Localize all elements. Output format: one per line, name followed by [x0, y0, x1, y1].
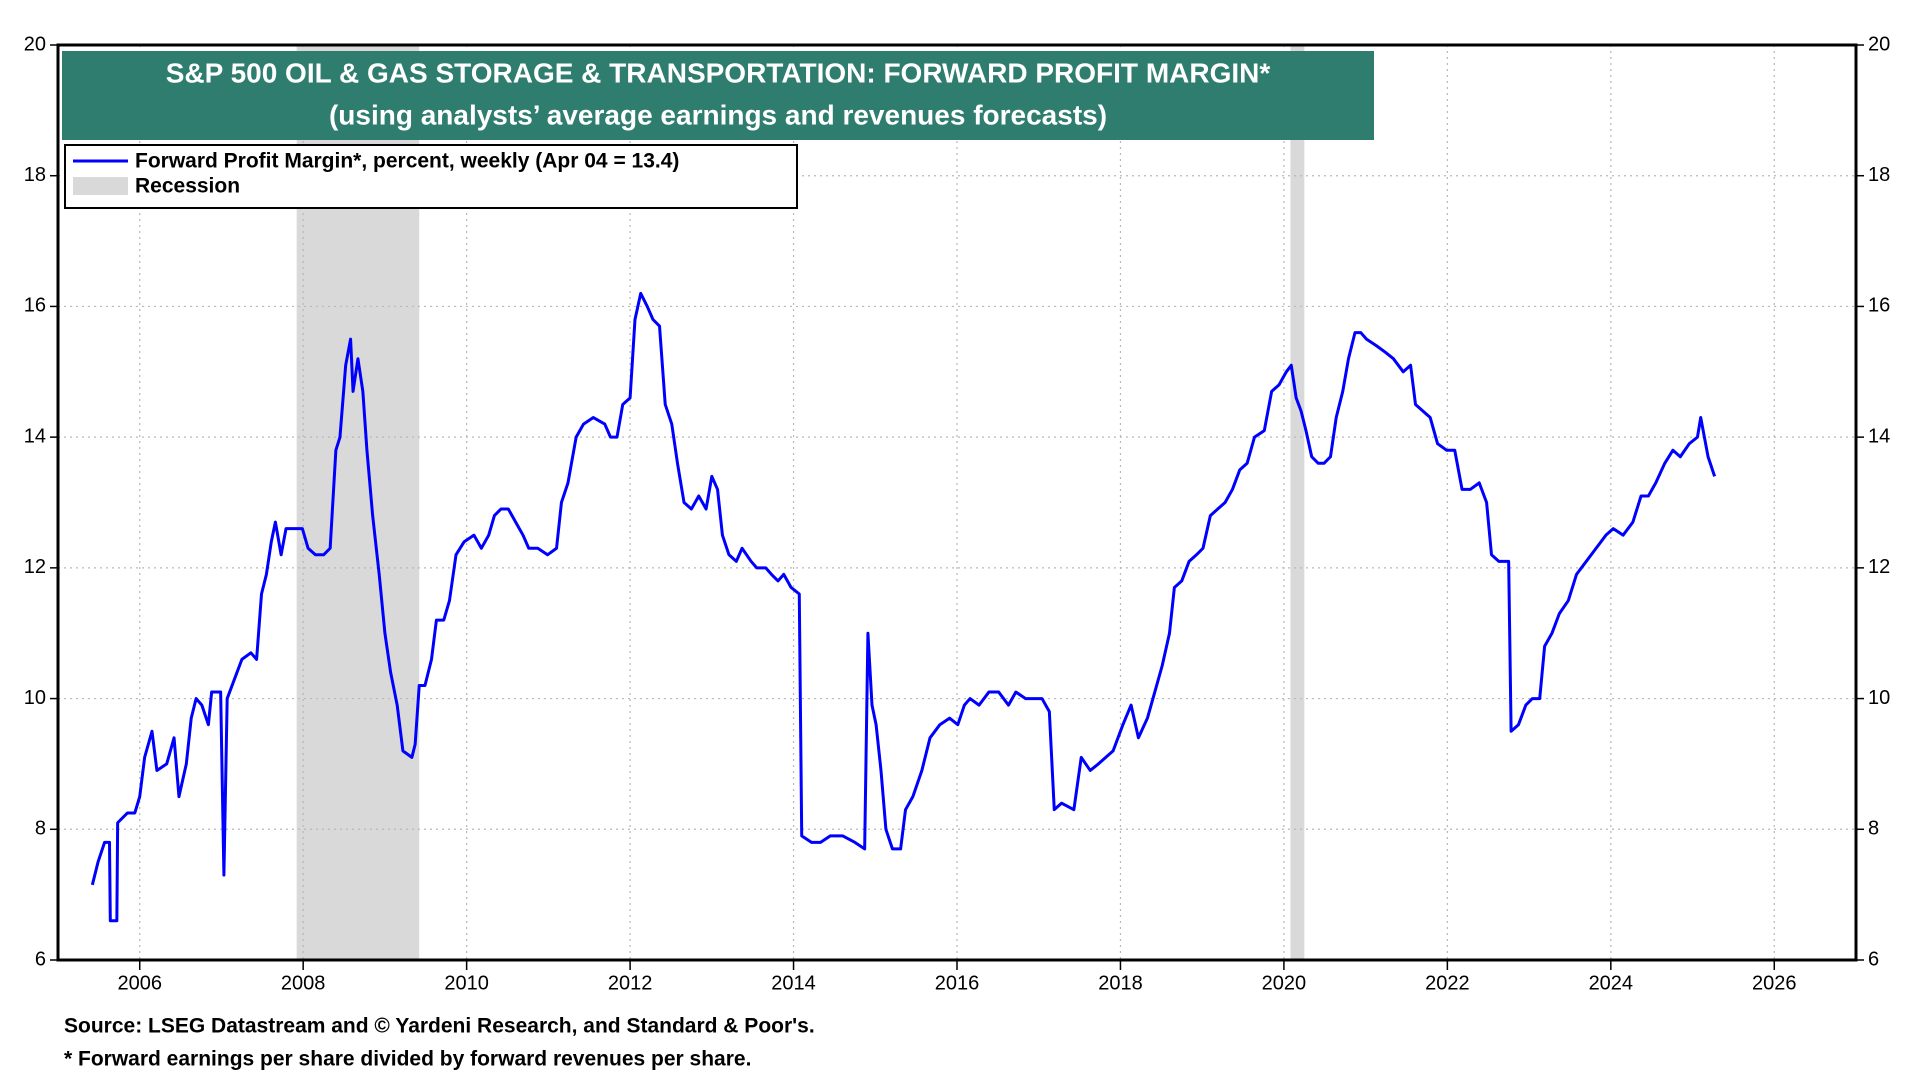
legend-box — [64, 144, 798, 209]
y-tick-label: 18 — [24, 164, 46, 186]
y2-tick-label: 8 — [1868, 818, 1879, 840]
chart-title: S&P 500 OIL & GAS STORAGE & TRANSPORTATI… — [166, 57, 1271, 88]
legend-label: Recession — [135, 175, 240, 198]
y2-tick-label: 6 — [1868, 948, 1879, 970]
y-tick-label: 6 — [35, 948, 46, 970]
footnote: * Forward earnings per share divided by … — [64, 1048, 751, 1071]
source-note: Source: LSEG Datastream and © Yardeni Re… — [64, 1015, 815, 1038]
recession-band — [1290, 45, 1305, 960]
plot-frame — [56, 43, 1858, 962]
y-tick-label: 12 — [24, 556, 46, 578]
chart-subtitle: (using analysts’ average earnings and re… — [329, 99, 1107, 130]
x-tick-label: 2018 — [1098, 972, 1143, 994]
y2-tick-label: 10 — [1868, 687, 1890, 709]
y-tick-label: 8 — [35, 818, 46, 840]
y-tick-label: 10 — [24, 687, 46, 709]
x-tick-label: 2010 — [444, 972, 489, 994]
y2-tick-label: 20 — [1868, 33, 1890, 55]
data-line — [90, 291, 1717, 923]
x-tick-label: 2014 — [771, 972, 816, 994]
x-tick-label: 2026 — [1752, 972, 1797, 994]
title-box — [62, 51, 1374, 140]
y-tick-label: 20 — [24, 33, 46, 55]
y2-tick-label: 12 — [1868, 556, 1890, 578]
x-tick-label: 2006 — [117, 972, 162, 994]
y2-tick-label: 18 — [1868, 164, 1890, 186]
x-tick-label: 2024 — [1589, 972, 1634, 994]
x-tick-label: 2020 — [1262, 972, 1307, 994]
legend-label: Forward Profit Margin*, percent, weekly … — [135, 150, 679, 173]
x-tick-label: 2008 — [281, 972, 326, 994]
x-tick-label: 2012 — [608, 972, 653, 994]
y2-tick-label: 16 — [1868, 295, 1890, 317]
legend-swatch — [73, 177, 128, 195]
y-tick-label: 14 — [24, 425, 46, 447]
x-tick-label: 2022 — [1425, 972, 1470, 994]
y-tick-label: 16 — [24, 295, 46, 317]
x-tick-label: 2016 — [935, 972, 980, 994]
y2-tick-label: 14 — [1868, 425, 1890, 447]
